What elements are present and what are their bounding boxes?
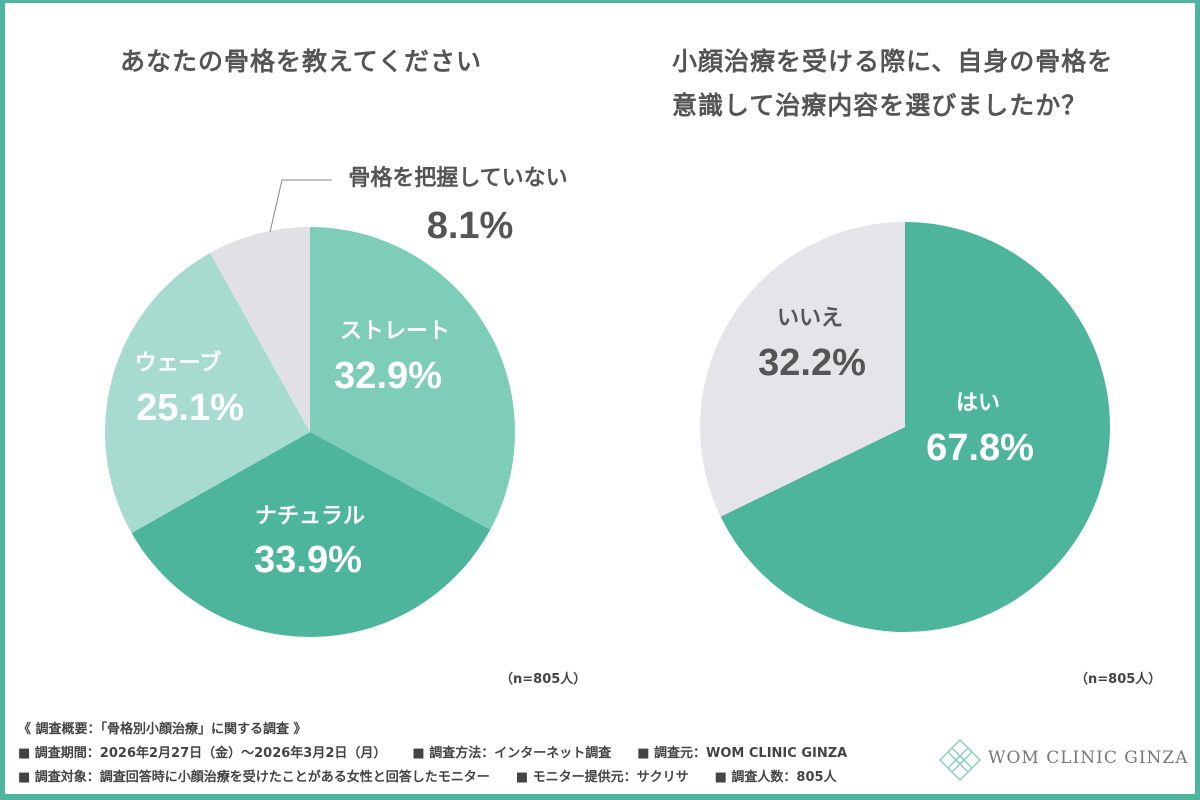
survey-row2: ■ 調査対象：調査回答時に小顔治療を受けたことがある女性と回答したモニター ■ モ… (18, 766, 863, 785)
chart1-slice-1-value: 33.9% (254, 539, 362, 581)
chart2-slice-0 (720, 222, 1110, 632)
survey-target: ■ 調査対象：調査回答時に小顔治療を受けたことがある女性と回答したモニター (18, 770, 490, 785)
chart2-slice-1 (700, 222, 905, 517)
chart1-slice-2 (105, 252, 310, 534)
chart2-slice-0-value: 67.8% (926, 427, 1034, 469)
chart1-leader-line (269, 179, 332, 233)
chart1-slice-0-label: ストレート (340, 319, 450, 344)
chart1-slice-2-value: 25.1% (136, 387, 244, 429)
chart1-title: あなたの骨格を教えてください (120, 47, 483, 76)
chart1-slice-0 (310, 227, 516, 530)
chart1-slice-1 (131, 432, 491, 637)
chart1-n-label: （n=805人） (500, 672, 587, 687)
logo-text: WOM CLINIC GINZA (988, 748, 1189, 768)
chart2-title-line1: 小顔治療を受ける際に、自身の骨格を (672, 47, 1114, 76)
chart2-slice-0-label: はい (956, 391, 1000, 416)
chart2-title-line2: 意識して治療内容を選びましたか？ (672, 91, 1088, 120)
chart1-slice-3 (210, 227, 310, 432)
logo-diamond-icon (938, 738, 982, 782)
survey-heading: 《 調査概要：「骨格別小顔治療」に関する調査 》 (18, 722, 307, 737)
chart1-slice-1-label: ナチュラル (255, 504, 365, 529)
survey-period: ■ 調査期間：2026年2月27日（金）～2026年3月2日（月） (18, 746, 387, 761)
chart1-slice-0-value: 32.9% (334, 355, 442, 397)
chart2-slice-1-label: いいえ (777, 306, 843, 331)
survey-provider: ■ モニター提供元：サクリサ (515, 770, 689, 785)
survey-row1: ■ 調査期間：2026年2月27日（金）～2026年3月2日（月） ■ 調査方法：… (18, 742, 873, 761)
survey-source: ■ 調査元：WOM CLINIC GINZA (637, 746, 848, 761)
chart2-n-label: （n=805人） (1075, 672, 1162, 687)
chart1-slice-2-label: ウェーブ (135, 350, 222, 376)
chart1-slice-3-label: 骨格を把握していない (348, 165, 567, 191)
chart2-slice-1-value: 32.2% (758, 342, 866, 384)
survey-method: ■ 調査方法：インターネット調査 (412, 746, 612, 761)
clinic-logo: WOM CLINIC GINZA (938, 738, 1188, 782)
chart1-slice-3-value: 8.1% (427, 205, 514, 247)
survey-count: ■ 調査人数：805人 (714, 770, 837, 785)
